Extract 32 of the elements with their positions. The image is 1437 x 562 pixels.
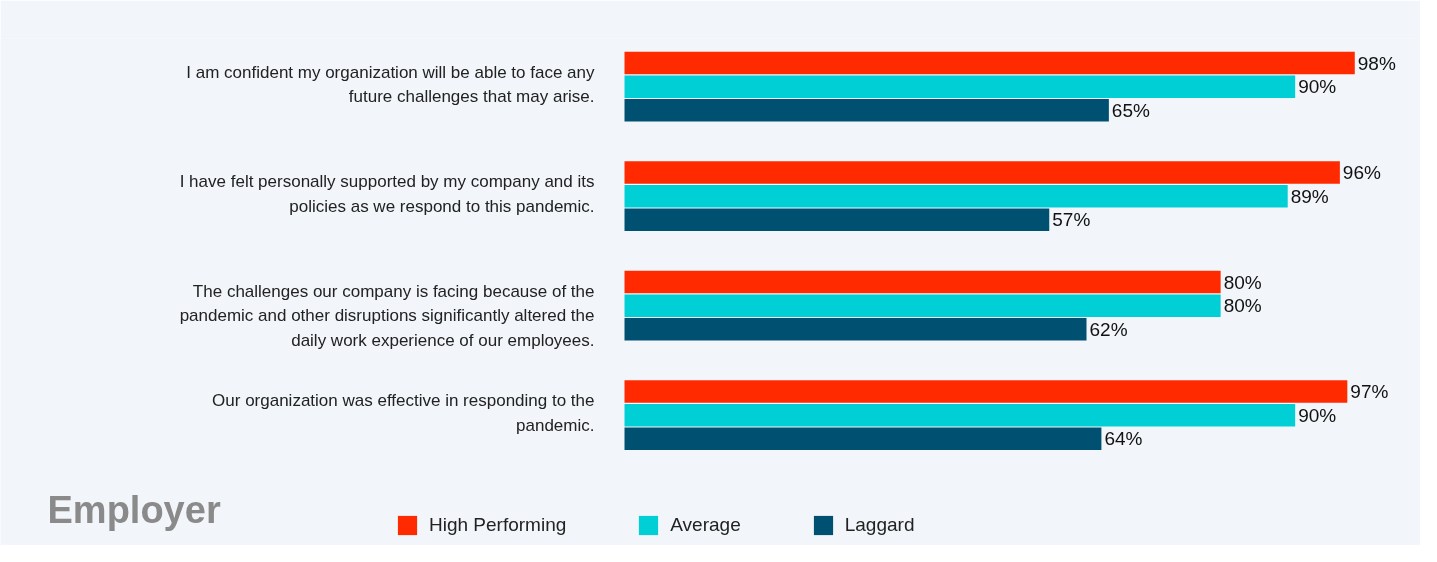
data-label: 98% xyxy=(1357,52,1396,74)
y-tick-label: The challenges our company is facing because of the pandemic and other disruptions significantly altered the daily work experience of our employees. xyxy=(179,281,595,350)
legend-label: High Performing xyxy=(429,514,567,536)
bar xyxy=(624,184,1288,208)
data-label: 97% xyxy=(1350,381,1389,403)
bar xyxy=(624,51,1355,75)
data-label: 90% xyxy=(1298,76,1337,98)
data-label: 80% xyxy=(1223,271,1262,293)
bar xyxy=(624,294,1221,317)
bar xyxy=(624,318,1087,341)
legend-label: Laggard xyxy=(844,514,915,536)
data-label: 96% xyxy=(1342,162,1382,184)
bar xyxy=(624,270,1221,294)
text: Employer xyxy=(47,489,221,532)
legend-label: Average xyxy=(670,514,741,536)
data-label: 57% xyxy=(1052,209,1091,231)
y-tick-label: I have felt personally supported by my company and its policies as we respond to this pandemic. xyxy=(179,172,595,216)
data-label: 64% xyxy=(1104,428,1143,450)
data-label: 65% xyxy=(1111,99,1150,121)
data-label: 90% xyxy=(1298,404,1337,426)
bar xyxy=(624,208,1050,232)
data-label: 80% xyxy=(1223,295,1262,317)
bar xyxy=(624,99,1109,122)
bar xyxy=(624,75,1296,98)
y-tick-label: I am confident my organization will be able to face any future challenges that may arise. xyxy=(186,62,595,107)
bar xyxy=(624,403,1296,427)
bar xyxy=(624,161,1340,184)
bar xyxy=(624,380,1348,403)
data-label: 62% xyxy=(1089,318,1128,340)
y-tick-label: Our organization was effective in responding to the pandemic. xyxy=(212,391,595,435)
data-label: 89% xyxy=(1290,185,1329,207)
bar xyxy=(624,427,1102,451)
